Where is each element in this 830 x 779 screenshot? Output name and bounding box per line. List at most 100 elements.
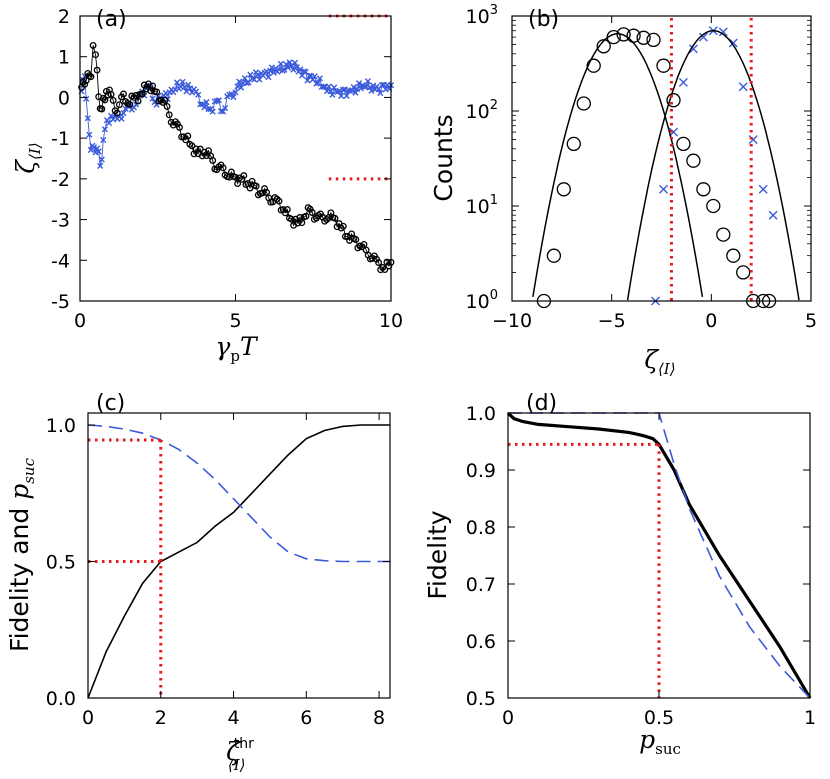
- trajectory-ground-point: [311, 73, 318, 80]
- trajectory-ground-point: [265, 74, 272, 81]
- trajectory-excited-point: [288, 215, 295, 223]
- count-point-ground: [738, 82, 748, 92]
- trajectory-excited-point: [232, 173, 239, 181]
- panel-c-frame: [87, 412, 391, 699]
- trajectory-excited-point: [308, 209, 316, 216]
- y-tick-label: -2: [51, 169, 70, 191]
- trajectory-ground-point: [209, 108, 216, 115]
- trajectory-excited-point: [107, 90, 115, 98]
- trajectory-ground-point: [277, 60, 284, 67]
- trajectory-ground-point: [199, 101, 206, 108]
- panel-d-ticks: 0 0.5 1 0.5 0.6 0.7 0.8 0.9 1.0: [466, 403, 816, 729]
- trajectory-excited-point: [163, 102, 171, 110]
- trajectory-ground-point: [220, 108, 227, 115]
- trajectory-ground-point: [293, 64, 300, 71]
- panel-a-ylabel: ζ⟨I⟩: [11, 142, 44, 173]
- fidelity-curve: [87, 424, 390, 563]
- trajectory-ground-point: [361, 83, 368, 90]
- gaussian-fit-curve: [626, 29, 800, 301]
- x-tick-label: 2: [155, 707, 167, 729]
- count-point-ground: [718, 27, 728, 37]
- trajectory-excited-point: [273, 195, 281, 203]
- trajectory-excited-point: [184, 132, 192, 140]
- trajectory-ground-point: [291, 59, 299, 66]
- x-tick-label: 5: [229, 310, 241, 332]
- x-tick-label: 0: [74, 310, 86, 332]
- panel-d-data: [506, 411, 812, 699]
- trajectory-ground-point: [195, 91, 202, 98]
- count-point-ground: [659, 184, 668, 194]
- trajectory-ground-point: [300, 68, 307, 75]
- trajectory-ground-point: [251, 76, 258, 83]
- y-tick-label: 101: [466, 193, 498, 218]
- trajectory-ground-point: [201, 104, 208, 111]
- count-point-excited: [696, 182, 711, 197]
- y-tick-label: 1.0: [466, 403, 496, 425]
- panel-d-xlabel: psuc: [639, 725, 681, 758]
- y-tick-label: 0.6: [466, 631, 496, 653]
- trajectory-excited-point: [373, 255, 380, 263]
- trajectory-excited-point: [275, 197, 283, 205]
- trajectory-excited-point: [126, 100, 134, 108]
- count-point-excited: [546, 248, 562, 263]
- trajectory-excited-point: [93, 66, 101, 74]
- y-tick-label: 103: [466, 3, 498, 28]
- trajectory-ground-point: [193, 88, 200, 95]
- panel-b-ylabel: Counts: [429, 114, 458, 201]
- trajectory-ground-point: [368, 87, 375, 94]
- panel-c-ticks: 0 2 4 6 8 0.0 0.5 1.0: [46, 413, 390, 729]
- y-tick-label: 2: [58, 6, 70, 28]
- trajectory-ground-point: [95, 148, 102, 155]
- count-point-excited: [716, 227, 731, 242]
- trajectory-ground-point: [108, 112, 115, 119]
- trajectory-ground-point: [149, 95, 156, 102]
- y-tick-label: 0.7: [466, 574, 496, 596]
- count-point-excited: [686, 153, 701, 168]
- trajectory-ground-point: [286, 59, 293, 66]
- trajectory-ground-point: [94, 145, 101, 152]
- count-point-excited: [676, 136, 691, 152]
- trajectory-ground-point: [290, 66, 297, 73]
- trajectory-ground-point: [377, 90, 384, 97]
- x-tick-label: −5: [598, 310, 626, 332]
- panel-a-data: [78, 14, 395, 274]
- x-tick-label: −10: [492, 310, 532, 332]
- trajectory-excited-point: [98, 105, 106, 113]
- count-point-excited: [736, 265, 751, 280]
- trajectory-ground-point: [118, 115, 125, 122]
- panel-a-ticks: 0 5 10 -5 -4 -3 -2 -1 0 1 2: [51, 6, 403, 332]
- count-point-excited: [656, 58, 671, 73]
- trajectory-ground-point: [283, 61, 290, 68]
- count-point-ground: [758, 184, 768, 194]
- y-tick-label: 0.5: [46, 552, 76, 574]
- x-tick-label: 4: [227, 707, 239, 729]
- trajectory-ground-point: [247, 71, 254, 78]
- trajectory-ground-point: [98, 156, 105, 163]
- trajectory-excited-point: [352, 236, 360, 243]
- y-tick-label: 0.8: [466, 517, 496, 539]
- trajectory-excited-point: [109, 96, 117, 104]
- trajectory-excited-point: [82, 77, 90, 84]
- count-point-ground: [688, 44, 698, 54]
- trajectory-excited-point: [339, 222, 347, 230]
- trajectory-ground-point: [352, 89, 359, 96]
- count-point-excited: [646, 32, 661, 48]
- trajectory-excited-point: [209, 157, 217, 164]
- trajectory-excited-point: [298, 219, 306, 227]
- y-tick-label: 0.9: [466, 460, 496, 482]
- y-tick-label: -5: [51, 291, 70, 313]
- trajectory-ground-point: [122, 105, 129, 112]
- trajectory-excited-point: [161, 96, 169, 104]
- count-point-excited: [586, 58, 601, 73]
- trajectory-excited-point: [87, 73, 95, 81]
- trajectory-ground-point: [179, 78, 186, 85]
- count-point-ground: [678, 77, 688, 87]
- trajectory-ground-point: [357, 85, 364, 92]
- trajectory-ground-point: [238, 84, 245, 91]
- trajectory-ground-point: [197, 101, 204, 108]
- trajectory-excited-point: [252, 182, 260, 190]
- trajectory-excited-point: [120, 90, 127, 98]
- y-tick-label: 0.5: [466, 688, 496, 710]
- panel-c-xlabel: ζthr ⟨I⟩: [226, 736, 254, 774]
